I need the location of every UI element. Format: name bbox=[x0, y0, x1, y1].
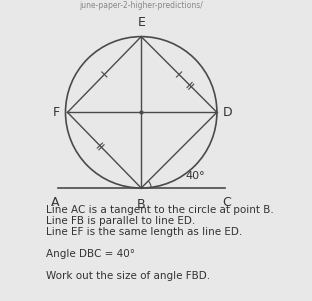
Text: june-paper-2-higher-predictions/: june-paper-2-higher-predictions/ bbox=[79, 1, 203, 10]
Text: Angle DBC = 40°: Angle DBC = 40° bbox=[46, 249, 134, 259]
Text: Line FB is parallel to line ED.: Line FB is parallel to line ED. bbox=[46, 216, 195, 226]
Text: Work out the size of angle FBD.: Work out the size of angle FBD. bbox=[46, 271, 210, 281]
Text: C: C bbox=[222, 196, 231, 209]
Text: A: A bbox=[51, 196, 60, 209]
Text: D: D bbox=[223, 106, 232, 119]
Text: F: F bbox=[52, 106, 60, 119]
Text: 40°: 40° bbox=[185, 171, 205, 181]
Text: E: E bbox=[137, 16, 145, 29]
Text: B: B bbox=[137, 198, 145, 211]
Text: Line EF is the same length as line ED.: Line EF is the same length as line ED. bbox=[46, 227, 242, 237]
Text: Line AC is a tangent to the circle at point B.: Line AC is a tangent to the circle at po… bbox=[46, 205, 273, 215]
